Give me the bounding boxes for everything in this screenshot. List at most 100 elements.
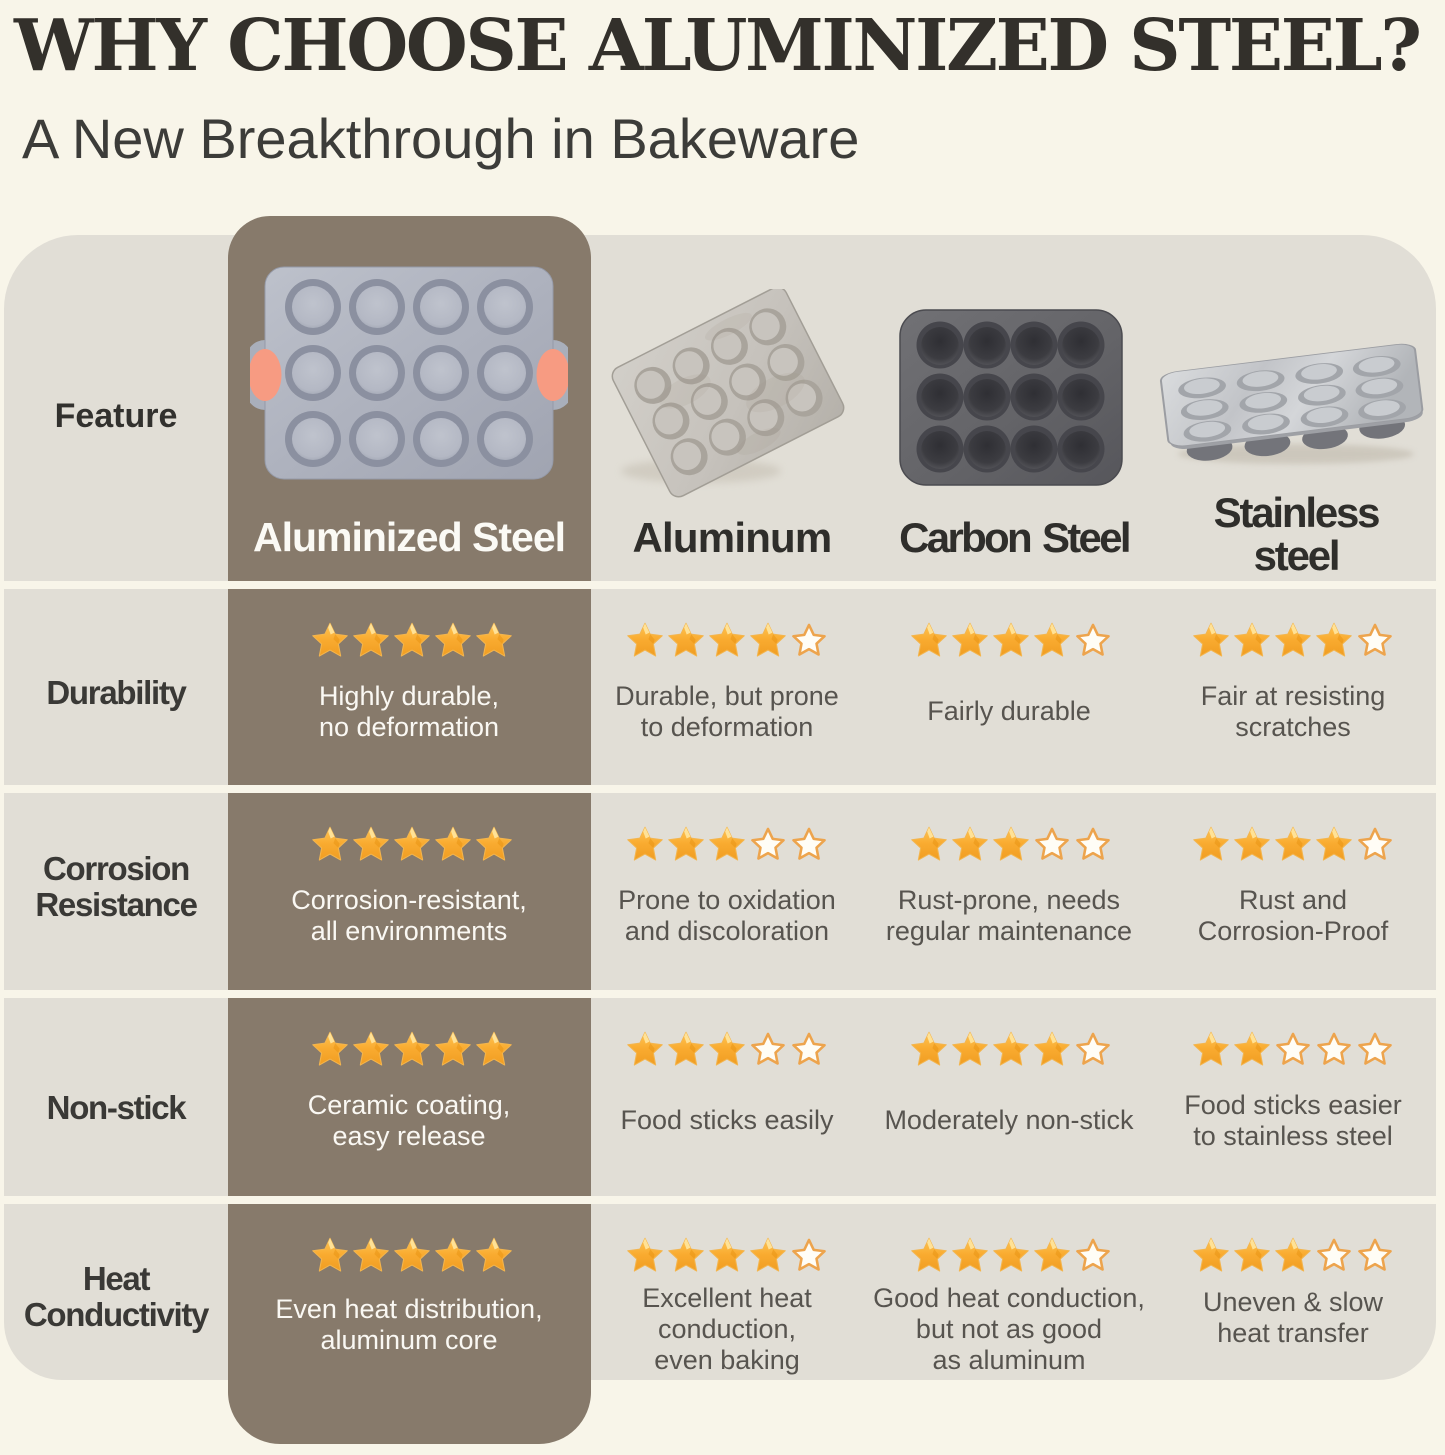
highlight-column-row3-segment [228,998,591,1196]
star-filled-icon [392,1236,433,1277]
star-outline-icon [789,1236,830,1277]
cell-text: Fairly durable [927,696,1091,726]
star-outline-icon [748,1030,789,1071]
star-filled-icon [433,1236,474,1277]
star-filled-icon [433,825,474,866]
column-header-aluminized-steel: Aluminized Steel [252,514,566,560]
star-filled-icon [1232,1030,1273,1071]
star-filled-icon [950,1030,991,1071]
star-filled-icon [666,621,707,662]
star-rating [310,621,515,662]
star-filled-icon [1232,1236,1273,1277]
star-filled-icon [1314,621,1355,662]
star-filled-icon [1191,1030,1232,1071]
star-outline-icon [789,1030,830,1071]
star-filled-icon [392,621,433,662]
star-filled-icon [625,825,666,866]
star-outline-icon [789,825,830,866]
star-rating [625,1236,830,1277]
star-filled-icon [909,1030,950,1071]
star-rating [1191,1030,1396,1071]
stainless-steel-pan-image [1159,343,1424,464]
star-filled-icon [707,1236,748,1277]
star-filled-icon [707,1030,748,1071]
star-outline-icon [1073,1030,1114,1071]
star-filled-icon [1191,825,1232,866]
feature-label-durability: Durability [46,674,187,711]
cell-text: Moderately non-stick [884,1105,1134,1135]
star-filled-icon [310,1030,351,1071]
star-filled-icon [950,825,991,866]
star-filled-icon [474,825,515,866]
cell-text: Corrosion-resistant, all environments [291,885,527,946]
star-filled-icon [1032,1030,1073,1071]
star-outline-icon [1355,1236,1396,1277]
star-filled-icon [1232,825,1273,866]
star-rating [909,1236,1114,1277]
cell-text: Food sticks easier to stainless steel [1184,1090,1402,1151]
highlight-column-row1-segment [228,589,591,785]
star-outline-icon [1314,1030,1355,1071]
star-outline-icon [748,825,789,866]
star-filled-icon [474,1030,515,1071]
star-filled-icon [625,1030,666,1071]
star-filled-icon [310,1236,351,1277]
star-rating [310,1030,515,1071]
star-rating [310,1236,515,1277]
star-filled-icon [950,1236,991,1277]
star-filled-icon [625,621,666,662]
star-filled-icon [392,1030,433,1071]
cell-text: Rust and Corrosion-Proof [1197,885,1389,946]
star-filled-icon [433,1030,474,1071]
star-rating [1191,621,1396,662]
page-title: WHY CHOOSE ALUMINIZED STEEL? [14,3,1422,87]
highlight-column-row2-segment [228,793,591,990]
cell-text: Prone to oxidation and discoloration [618,885,836,946]
star-filled-icon [1191,1236,1232,1277]
star-outline-icon [789,621,830,662]
cell-text: Ceramic coating, easy release [307,1090,511,1151]
cell-text: Uneven & slow heat transfer [1202,1287,1384,1348]
star-filled-icon [1273,621,1314,662]
star-filled-icon [748,1236,789,1277]
star-filled-icon [991,1030,1032,1071]
star-outline-icon [1073,1236,1114,1277]
star-rating [909,825,1114,866]
star-filled-icon [351,1236,392,1277]
cell-text: Durable, but prone to deformation [615,681,839,742]
star-filled-icon [1273,825,1314,866]
star-filled-icon [707,621,748,662]
star-filled-icon [474,1236,515,1277]
star-filled-icon [1273,1236,1314,1277]
star-filled-icon [666,825,707,866]
star-filled-icon [1032,621,1073,662]
star-rating [909,621,1114,662]
star-filled-icon [909,1236,950,1277]
star-filled-icon [666,1236,707,1277]
star-filled-icon [351,1030,392,1071]
star-filled-icon [392,825,433,866]
star-filled-icon [991,1236,1032,1277]
star-filled-icon [351,621,392,662]
star-outline-icon [1073,621,1114,662]
cell-text: Food sticks easily [620,1105,834,1135]
star-rating [625,621,830,662]
star-filled-icon [707,825,748,866]
star-filled-icon [909,621,950,662]
star-outline-icon [1355,825,1396,866]
column-header-carbon-steel: Carbon Steel [899,514,1131,561]
cell-text: Fair at resisting scratches [1200,681,1386,742]
star-outline-icon [1273,1030,1314,1071]
feature-label-corrosion-resistance: Corrosion Resistance [35,850,198,923]
star-filled-icon [625,1236,666,1277]
column-header-aluminum: Aluminum [632,514,833,561]
star-filled-icon [991,621,1032,662]
star-filled-icon [310,825,351,866]
star-rating [625,1030,830,1071]
aluminized-steel-pan-image [250,266,568,480]
cell-text: Rust-prone, needs regular maintenance [885,885,1133,946]
cell-text: Good heat conduction, but not as good as… [873,1283,1145,1375]
page-subtitle: A New Breakthrough in Bakeware [22,107,860,170]
star-rating [1191,1236,1396,1277]
